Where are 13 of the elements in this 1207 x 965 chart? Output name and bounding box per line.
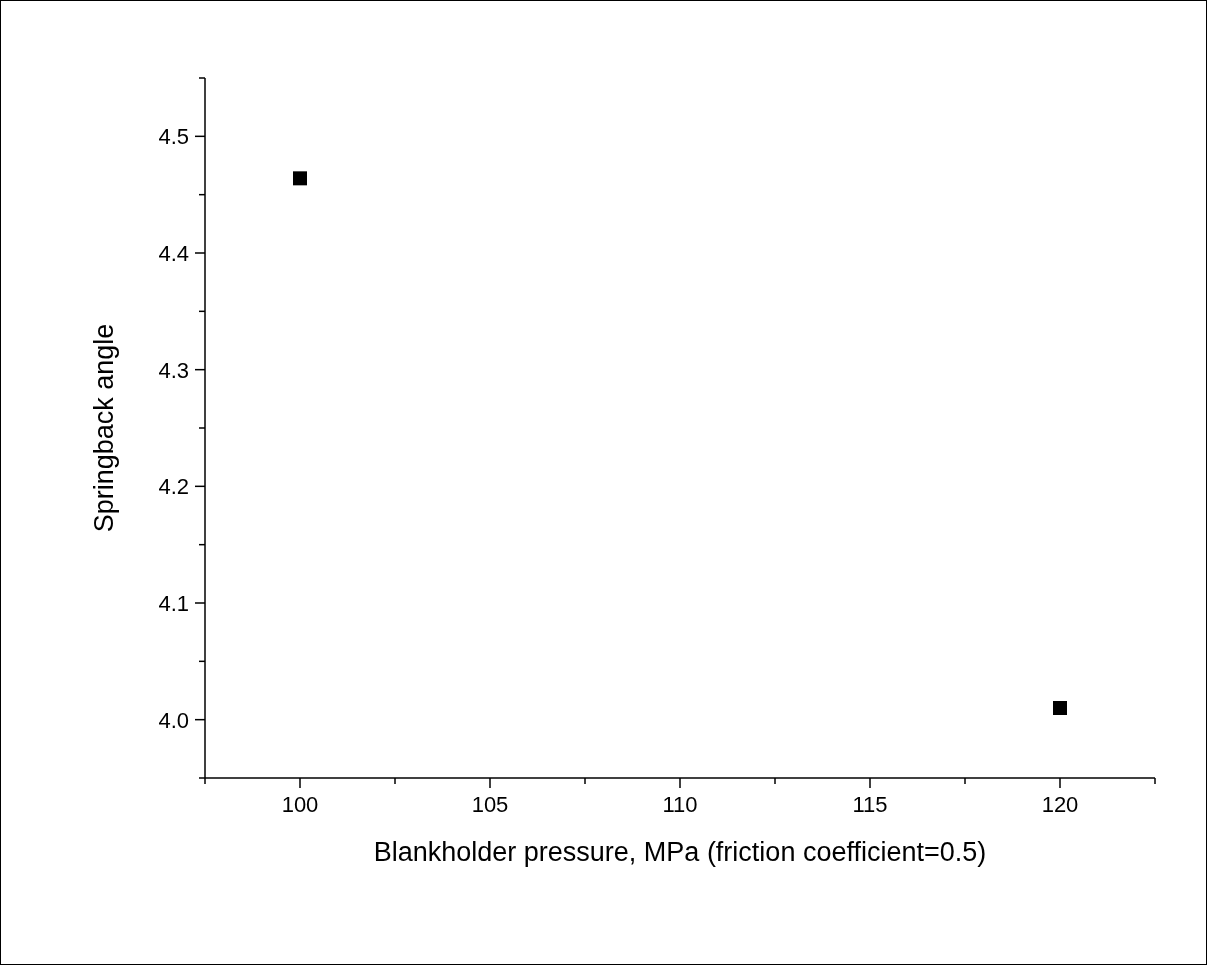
x-axis-title: Blankholder pressure, MPa (friction coefficient=0.5) (373, 837, 987, 867)
y-tick-label: 4.2 (158, 474, 189, 500)
y-tick-label: 4.3 (158, 357, 189, 383)
y-axis-title: Springback angle (89, 323, 119, 533)
y-tick-label: 4.4 (158, 241, 189, 266)
x-tick-label: 105 (471, 792, 509, 817)
x-tick-label: 110 (662, 792, 698, 817)
y-tick-label: 4.1 (158, 591, 189, 616)
y-tick-label: 4.5 (158, 124, 189, 150)
x-tick-label: 120 (1041, 792, 1079, 817)
text: 4.0 (158, 707, 189, 733)
x-tick-label: 115 (852, 792, 888, 817)
x-tick-label: 100 (281, 792, 319, 817)
